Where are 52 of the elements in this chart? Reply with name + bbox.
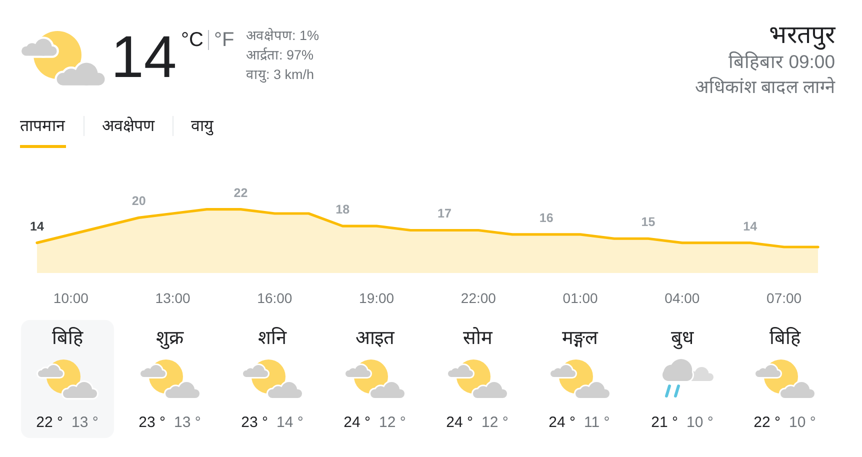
data-label: 14 bbox=[743, 219, 758, 234]
text: 12 ° bbox=[379, 414, 406, 431]
text: °C bbox=[181, 29, 204, 51]
text: 13 ° bbox=[174, 414, 201, 431]
text: 23 ° bbox=[138, 414, 166, 431]
text: 14 bbox=[111, 24, 177, 90]
text: 14 ° bbox=[276, 414, 304, 431]
text: तापमान bbox=[20, 118, 66, 135]
x-tick-label: 22:00 bbox=[460, 290, 496, 306]
data-label: 17 bbox=[438, 206, 452, 221]
category-label: सोम bbox=[463, 326, 493, 349]
category-label: शनि bbox=[258, 326, 287, 349]
text: 23 ° bbox=[241, 414, 268, 431]
text: भरतपुर bbox=[769, 21, 836, 50]
x-tick-label: 13:00 bbox=[155, 290, 191, 306]
text: 24 ° bbox=[548, 414, 576, 431]
text: वायु: 3 km/h bbox=[246, 67, 314, 83]
text: 24 ° bbox=[344, 414, 370, 431]
text: आर्द्रता: 97% bbox=[246, 46, 314, 62]
data-label: 20 bbox=[132, 194, 146, 208]
x-tick-label: 19:00 bbox=[359, 290, 394, 306]
x-tick-label: 01:00 bbox=[562, 290, 598, 306]
text: बिहिबार 09:00 bbox=[728, 51, 835, 72]
text: अवक्षेपण bbox=[102, 116, 155, 135]
text: 10 ° bbox=[686, 414, 714, 431]
text: 22 ° bbox=[36, 414, 63, 431]
text: 11 ° bbox=[584, 414, 610, 431]
data-label: 15 bbox=[641, 215, 656, 230]
data-label: 22 bbox=[234, 186, 248, 200]
category-label: शुक्र bbox=[156, 328, 184, 350]
category-label: बिहि bbox=[770, 326, 802, 349]
data-label: 18 bbox=[336, 202, 350, 217]
text: °F bbox=[214, 29, 234, 51]
x-tick-label: 07:00 bbox=[766, 290, 802, 306]
category-label: बुध bbox=[671, 328, 694, 350]
category-label: मङ्गल bbox=[562, 328, 599, 349]
x-tick-label: 16:00 bbox=[257, 290, 292, 306]
text: 13 ° bbox=[72, 414, 98, 431]
text: अवक्षेपण: 1% bbox=[246, 27, 320, 43]
text: 22 ° bbox=[754, 414, 780, 431]
x-tick-label: 10:00 bbox=[53, 290, 89, 306]
x-tick-label: 04:00 bbox=[664, 290, 700, 306]
text: 10 ° bbox=[789, 414, 816, 431]
category-label: आइत bbox=[356, 328, 396, 349]
data-label: 14 bbox=[30, 219, 44, 234]
text: 21 ° bbox=[651, 414, 678, 431]
text: 12 ° bbox=[482, 414, 508, 431]
text: अधिकांश बादल लाग्ने bbox=[694, 76, 836, 97]
text: 24 ° bbox=[446, 414, 473, 431]
text: वायु bbox=[191, 118, 214, 136]
category-label: बिहि bbox=[52, 326, 84, 349]
data-label: 16 bbox=[539, 210, 554, 225]
